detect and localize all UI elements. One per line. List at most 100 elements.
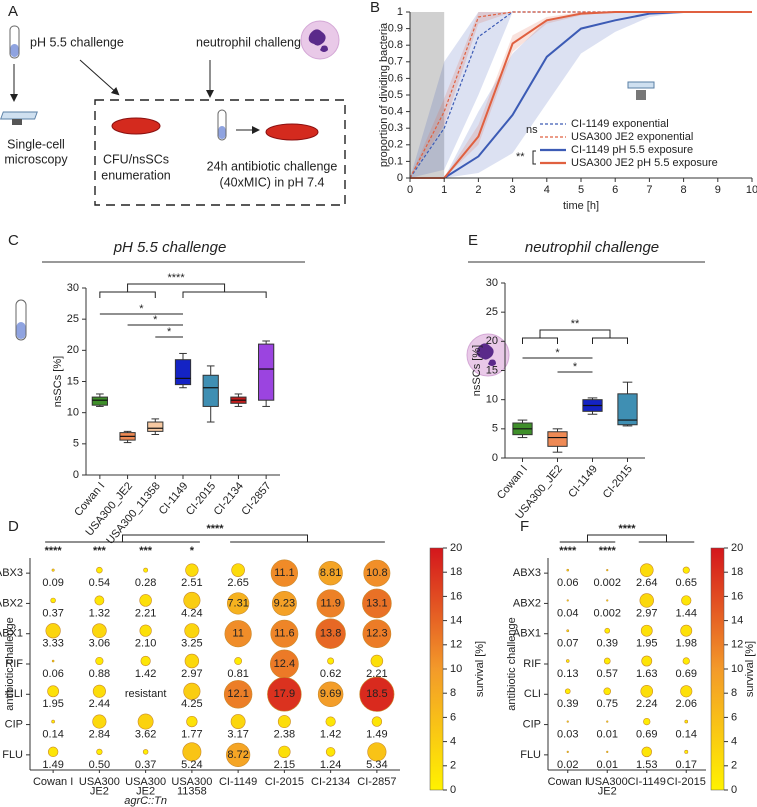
y-tick-label: 5 xyxy=(492,423,498,435)
diagram-text: 24h antibiotic challenge xyxy=(207,159,338,173)
bubble xyxy=(640,684,654,698)
bubble xyxy=(140,655,151,667)
bubble xyxy=(92,623,107,639)
value-label: 0.13 xyxy=(557,668,578,680)
bubble xyxy=(564,688,571,695)
legend-label: CI-1149 pH 5.5 exposure xyxy=(571,144,693,156)
bubble xyxy=(680,685,693,698)
value-label: 8.72 xyxy=(227,749,248,761)
value-label: 4.25 xyxy=(181,698,202,710)
row-label: RIF xyxy=(5,658,23,670)
bubble xyxy=(566,568,570,572)
petri-dish xyxy=(111,117,161,135)
bubble xyxy=(641,746,652,758)
colorbar-tick-label: 18 xyxy=(450,566,462,578)
x-tick-label: 1 xyxy=(441,184,447,196)
colorbar-tick-label: 12 xyxy=(731,639,743,651)
legend-label: USA300 JE2 pH 5.5 exposure xyxy=(571,157,718,169)
x-tick-label: 5 xyxy=(578,184,584,196)
panel-label: F xyxy=(520,518,529,535)
neutrophil-nucleus xyxy=(308,29,328,52)
bubble xyxy=(143,567,149,573)
tube-liquid xyxy=(218,126,226,139)
bubble xyxy=(277,715,291,729)
bubble xyxy=(96,566,103,574)
significance-label: * xyxy=(555,347,560,359)
bubble xyxy=(271,590,297,616)
bubble xyxy=(641,655,653,667)
bubble xyxy=(92,684,106,698)
value-label: 13.8 xyxy=(320,628,341,640)
value-label: 7.31 xyxy=(227,597,248,609)
panel-label: C xyxy=(8,232,19,249)
colorbar xyxy=(710,547,725,791)
bubble xyxy=(183,591,201,609)
bubble xyxy=(317,681,344,708)
box xyxy=(547,431,568,447)
colorbar-label: survival [%] xyxy=(744,641,756,697)
colorbar-tick-label: 0 xyxy=(450,784,456,796)
value-label: 3.17 xyxy=(227,728,248,740)
petri-dish xyxy=(265,123,319,141)
bubble xyxy=(95,656,104,666)
bubble xyxy=(267,677,302,712)
bubble xyxy=(94,595,105,606)
value-label: 9.69 xyxy=(320,688,341,700)
y-tick-label: 20 xyxy=(67,344,79,356)
column-label: CI-2134 xyxy=(311,776,350,788)
annotation: ** xyxy=(516,151,525,163)
value-label: 0.02 xyxy=(557,759,578,771)
value-label: 0.54 xyxy=(89,577,110,589)
bubble xyxy=(682,566,690,574)
value-label: 0.69 xyxy=(636,728,657,740)
value-label: 2.51 xyxy=(181,577,202,589)
value-label: 1.49 xyxy=(366,728,387,740)
value-label: 0.07 xyxy=(557,638,578,650)
value-label: 18.5 xyxy=(366,688,387,700)
y-axis-label: antibiotic challenge xyxy=(4,617,16,711)
colorbar-tick-label: 4 xyxy=(731,736,737,748)
value-label: 11.9 xyxy=(320,597,341,609)
value-label: 1.98 xyxy=(676,638,697,650)
value-label: 0.002 xyxy=(593,577,621,589)
slide-icon xyxy=(627,81,655,89)
value-label: 0.28 xyxy=(135,577,156,589)
value-label: 0.06 xyxy=(42,668,63,680)
value-label: 2.97 xyxy=(636,607,657,619)
y-tick-label: 0 xyxy=(397,172,403,184)
bubble xyxy=(363,559,391,587)
y-tick-label: 30 xyxy=(486,277,498,289)
bubble xyxy=(51,719,55,724)
bubble xyxy=(604,627,611,634)
row-label: FLU xyxy=(520,749,541,761)
bubble xyxy=(639,563,654,577)
y-tick-label: 20 xyxy=(486,335,498,347)
y-tick-label: 25 xyxy=(67,313,79,325)
value-label: 11 xyxy=(232,628,243,640)
bubble xyxy=(566,659,570,663)
colorbar-tick-label: 20 xyxy=(450,542,462,554)
bubble xyxy=(639,593,654,608)
bubble xyxy=(367,742,387,762)
column-label: JE2 xyxy=(136,785,155,797)
value-label: 0.62 xyxy=(320,668,341,680)
column-label: JE2 xyxy=(90,785,109,797)
value-label: 1.53 xyxy=(636,759,657,771)
y-tick-label: 25 xyxy=(486,306,498,318)
y-tick-label: 0.7 xyxy=(388,56,403,68)
diagram-text: pH 5.5 challenge xyxy=(30,35,124,49)
x-tick-label: 6 xyxy=(612,184,618,196)
value-label: 17.9 xyxy=(274,688,295,700)
value-label: 3.25 xyxy=(181,638,202,650)
legend-label: CI-1149 exponential xyxy=(571,118,669,130)
bubble xyxy=(643,717,651,726)
significance-label: *** xyxy=(139,545,153,557)
row-label: ABX1 xyxy=(513,628,541,640)
bubble xyxy=(362,588,392,619)
value-label: 1.42 xyxy=(135,668,156,680)
y-tick-label: 0 xyxy=(73,469,79,481)
x-tick-label: 8 xyxy=(681,184,687,196)
bubble xyxy=(47,746,59,758)
bubble xyxy=(47,685,60,698)
bubble xyxy=(50,597,56,604)
